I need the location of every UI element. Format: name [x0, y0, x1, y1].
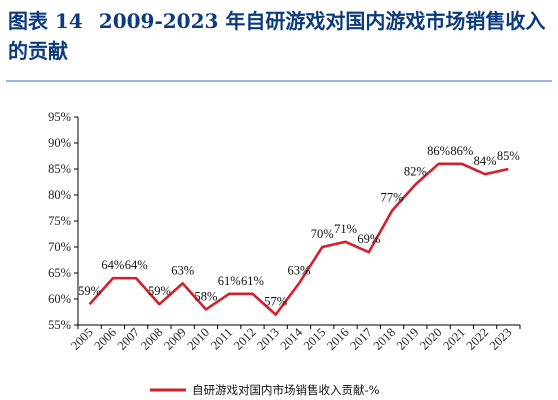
- figure-number: 图表 14: [8, 9, 83, 33]
- data-label: 59%: [78, 284, 101, 298]
- data-label: 64%: [125, 258, 148, 272]
- legend-label: 自研游戏对国内市场销售收入贡献-%: [192, 383, 380, 397]
- x-tick-label: 2007: [115, 325, 143, 353]
- y-tick-label: 65%: [48, 266, 71, 280]
- y-tick-label: 90%: [48, 136, 71, 150]
- x-tick-label: 2011: [208, 325, 235, 352]
- y-tick-label: 95%: [48, 110, 71, 124]
- x-tick-label: 2017: [347, 325, 375, 353]
- x-tick-label: 2016: [324, 325, 352, 353]
- legend: 自研游戏对国内市场销售收入贡献-%: [150, 383, 380, 397]
- x-tick-label: 2006: [91, 325, 119, 353]
- y-axis-ticks: 55% 60% 65% 70% 75% 80% 85% 90% 95%: [48, 110, 78, 332]
- series-line: [88, 162, 509, 316]
- x-tick-label: 2018: [371, 325, 399, 353]
- data-label: 77%: [381, 191, 404, 205]
- data-labels: 59%64% 64%59%63%58%61% 61%57%63%70% 71%69%7…: [78, 144, 520, 309]
- x-tick-label: 2012: [231, 325, 259, 353]
- y-tick-label: 70%: [48, 240, 71, 254]
- data-label: 61%: [241, 274, 264, 288]
- x-axis-ticks: 2005200620072008200920102011201220132014…: [68, 325, 521, 353]
- data-label: 71%: [334, 222, 357, 236]
- y-tick-label: 85%: [48, 162, 71, 176]
- figure-title-text: 2009-2023 年自研游戏对国内游戏市场销售收入的贡献: [8, 9, 546, 63]
- data-label: 57%: [264, 295, 287, 309]
- x-tick-label: 2019: [394, 325, 422, 353]
- data-label: 84%: [474, 154, 497, 168]
- data-label: 86%: [450, 144, 473, 158]
- y-tick-label: 80%: [48, 188, 71, 202]
- x-tick-label: 2009: [161, 325, 189, 353]
- x-tick-label: 2015: [301, 325, 329, 353]
- x-tick-label: 2008: [138, 325, 166, 353]
- x-tick-label: 2021: [440, 325, 468, 353]
- data-label: 82%: [404, 165, 427, 179]
- data-label: 86%: [427, 144, 450, 158]
- data-label: 69%: [357, 232, 380, 246]
- data-label: 59%: [148, 284, 171, 298]
- data-label: 61%: [218, 274, 241, 288]
- x-tick-label: 2005: [68, 325, 96, 353]
- series-lines: [88, 162, 509, 316]
- x-tick-label: 2010: [184, 325, 212, 353]
- title-divider: [6, 80, 552, 82]
- x-tick-label: 2014: [278, 325, 306, 353]
- y-tick-label: 60%: [48, 292, 71, 306]
- x-tick-label: 2022: [464, 325, 492, 353]
- x-tick-label: 2013: [254, 325, 282, 353]
- data-label: 63%: [171, 263, 194, 277]
- data-label: 70%: [311, 227, 334, 241]
- x-tick-label: 2020: [417, 325, 445, 353]
- y-tick-label: 55%: [48, 318, 71, 332]
- data-label: 58%: [194, 289, 217, 303]
- data-label: 64%: [101, 258, 124, 272]
- data-label: 63%: [288, 263, 311, 277]
- data-label: 85%: [497, 149, 520, 163]
- x-tick-label: 2023: [487, 325, 515, 353]
- y-tick-label: 75%: [48, 214, 71, 228]
- figure-title: 图表 14 2009-2023 年自研游戏对国内游戏市场销售收入的贡献: [8, 6, 553, 66]
